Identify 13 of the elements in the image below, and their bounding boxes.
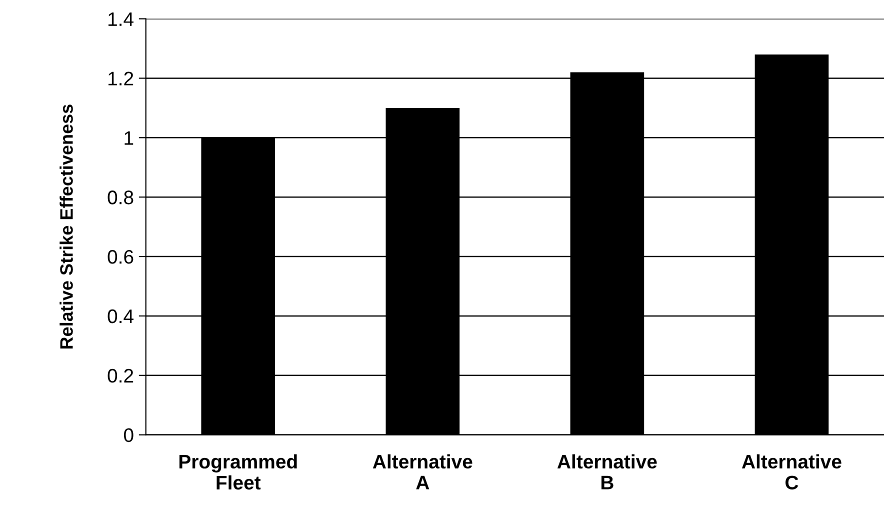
y-axis-title: Relative Strike Effectiveness xyxy=(60,104,73,349)
y-tick-label: 0.2 xyxy=(108,368,134,383)
y-tick-label: 0 xyxy=(124,428,134,442)
y-tick-label: 0.4 xyxy=(108,309,134,324)
x-tick-label: Alternative B xyxy=(557,454,657,490)
y-tick-label: 0.6 xyxy=(108,250,134,264)
x-tick-label: Alternative C xyxy=(742,454,842,490)
x-tick-label: Alternative A xyxy=(372,454,472,490)
y-tick-label: 1 xyxy=(124,131,134,145)
x-tick-label: Programmed Fleet xyxy=(179,454,297,490)
y-tick-label: 0.8 xyxy=(108,190,134,204)
y-tick-label: 1.4 xyxy=(108,12,134,26)
y-tick-label: 1.2 xyxy=(108,72,134,86)
